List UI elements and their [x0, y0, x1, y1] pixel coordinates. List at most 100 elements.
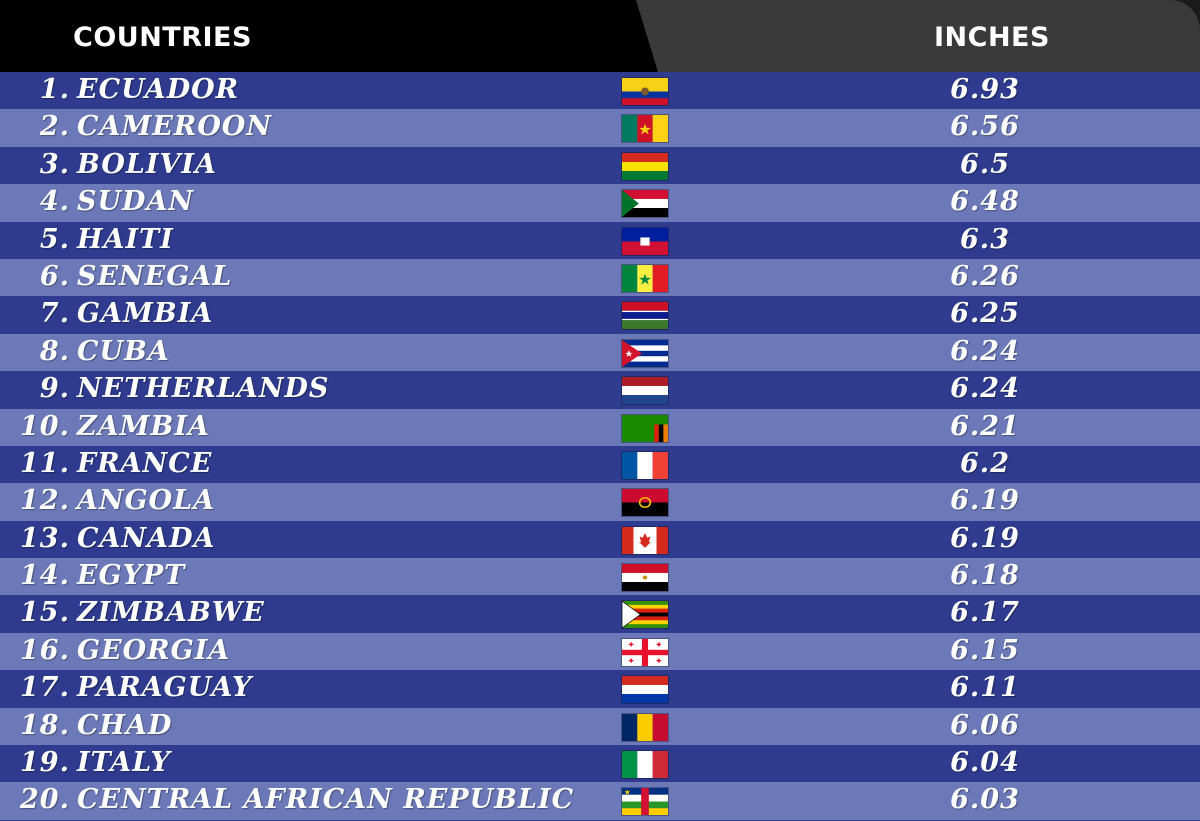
inches-value: 6.48: [950, 186, 1020, 218]
cuba-flag-icon: [621, 338, 669, 368]
country-name: SUDAN: [77, 186, 195, 218]
haiti-flag-icon: [621, 226, 669, 256]
rank-label: 3.: [39, 148, 70, 180]
table-row: 18. CHAD 6.06: [0, 707, 1200, 746]
rank-label: 9.: [39, 373, 70, 405]
cameroon-flag-icon: [621, 114, 669, 144]
inches-value: 6.24: [950, 373, 1020, 405]
rank-label: 6.: [39, 260, 70, 292]
ecuador-flag-icon: [621, 77, 669, 106]
table-row: 3. BOLIVIA 6.5: [0, 146, 1200, 185]
header-right-panel: [636, 0, 1200, 72]
inches-value: 6.11: [950, 672, 1020, 704]
table-row: 16. GEORGIA 6.15: [0, 632, 1200, 671]
table-row: 9. NETHERLANDS 6.24: [0, 371, 1200, 409]
rank-label: 16.: [20, 634, 70, 666]
table-row: 15. ZIMBABWE 6.17: [0, 595, 1200, 633]
country-name: ANGOLA: [77, 485, 216, 517]
inches-value: 6.5: [960, 148, 1010, 180]
country-name: SENEGAL: [77, 260, 233, 292]
netherlands-flag-icon: [621, 376, 669, 406]
inches-value: 6.19: [950, 522, 1020, 554]
bolivia-flag-icon: [621, 151, 669, 181]
rank-label: 7.: [39, 298, 70, 330]
country-name: GAMBIA: [77, 298, 214, 330]
inches-column-header: INCHES: [934, 22, 1050, 53]
table-row: 20. CENTRAL AFRICAN REPUBLIC 6.03: [0, 782, 1200, 820]
rank-label: 4.: [39, 186, 70, 218]
country-name: GEORGIA: [77, 634, 231, 666]
country-name: ITALY: [77, 747, 171, 779]
table-row: 10. ZAMBIA 6.21: [0, 408, 1200, 446]
italy-flag-icon: [621, 750, 669, 780]
table-row: 5. HAITI 6.3: [0, 221, 1200, 259]
table-row: 14. EGYPT 6.18: [0, 558, 1200, 596]
table-header: COUNTRIES INCHES: [0, 0, 1200, 72]
angola-flag-icon: [621, 488, 669, 518]
rank-label: 19.: [20, 747, 70, 779]
inches-value: 6.15: [950, 634, 1020, 666]
rank-label: 10.: [20, 410, 70, 442]
inches-value: 6.18: [950, 560, 1020, 592]
country-name: ECUADOR: [77, 74, 240, 105]
rank-label: 17.: [20, 672, 70, 704]
inches-value: 6.17: [950, 597, 1020, 629]
country-name: CENTRAL AFRICAN REPUBLIC: [77, 784, 575, 816]
table-row: 13. CANADA 6.19: [0, 520, 1200, 559]
country-name: FRANCE: [77, 447, 213, 479]
rank-label: 13.: [20, 522, 70, 554]
rank-label: 15.: [20, 597, 70, 629]
inches-value: 6.21: [950, 410, 1020, 442]
rank-label: 8.: [39, 335, 70, 367]
senegal-flag-icon: [621, 263, 669, 293]
rank-label: 5.: [39, 223, 70, 255]
inches-value: 6.2: [960, 447, 1010, 479]
country-name: PARAGUAY: [77, 672, 253, 704]
country-name: EGYPT: [77, 560, 186, 592]
rank-label: 18.: [20, 709, 70, 741]
country-name: HAITI: [77, 223, 174, 255]
country-name: CHAD: [77, 709, 173, 741]
table-row: 11. FRANCE 6.2: [0, 445, 1200, 484]
france-flag-icon: [621, 450, 669, 480]
table-body: 1. ECUADOR 6.93 2. CAMEROON 6.56 3. BOLIVIA 6.5 4…: [0, 72, 1200, 820]
rank-label: 2.: [39, 111, 70, 143]
rank-label: 20.: [20, 784, 70, 816]
rank-label: 11.: [20, 447, 70, 479]
rank-label: 1.: [39, 74, 70, 105]
country-name: ZAMBIA: [77, 410, 210, 442]
zimbabwe-flag-icon: [621, 600, 669, 630]
egypt-flag-icon: [621, 563, 669, 593]
country-name: CUBA: [77, 335, 170, 367]
inches-value: 6.3: [960, 223, 1010, 255]
inches-value: 6.24: [950, 335, 1020, 367]
georgia-flag-icon: [621, 637, 669, 667]
table-row: 1. ECUADOR 6.93: [0, 72, 1200, 110]
table-row: 19. ITALY 6.04: [0, 745, 1200, 783]
country-name: BOLIVIA: [77, 148, 217, 180]
central-african-republic-flag-icon: [621, 787, 669, 817]
rank-label: 12.: [20, 485, 70, 517]
table-row: 2. CAMEROON 6.56: [0, 109, 1200, 147]
table-row: 4. SUDAN 6.48: [0, 184, 1200, 222]
inches-value: 6.25: [950, 298, 1020, 330]
country-name: CANADA: [77, 522, 216, 554]
inches-value: 6.26: [950, 260, 1020, 292]
table-row: 12. ANGOLA 6.19: [0, 483, 1200, 521]
inches-value: 6.06: [950, 709, 1020, 741]
rank-label: 14.: [20, 560, 70, 592]
inches-value: 6.03: [950, 784, 1020, 816]
canada-flag-icon: [621, 525, 669, 555]
sudan-flag-icon: [621, 189, 669, 219]
table-row: 8. CUBA 6.24: [0, 333, 1200, 372]
inches-value: 6.93: [950, 74, 1020, 105]
country-name: ZIMBABWE: [77, 597, 265, 629]
country-name: CAMEROON: [77, 111, 273, 143]
countries-column-header: COUNTRIES: [73, 22, 252, 53]
chad-flag-icon: [621, 712, 669, 742]
gambia-flag-icon: [621, 301, 669, 331]
inches-value: 6.56: [950, 111, 1020, 143]
country-name: NETHERLANDS: [77, 373, 330, 405]
zambia-flag-icon: [621, 413, 669, 443]
